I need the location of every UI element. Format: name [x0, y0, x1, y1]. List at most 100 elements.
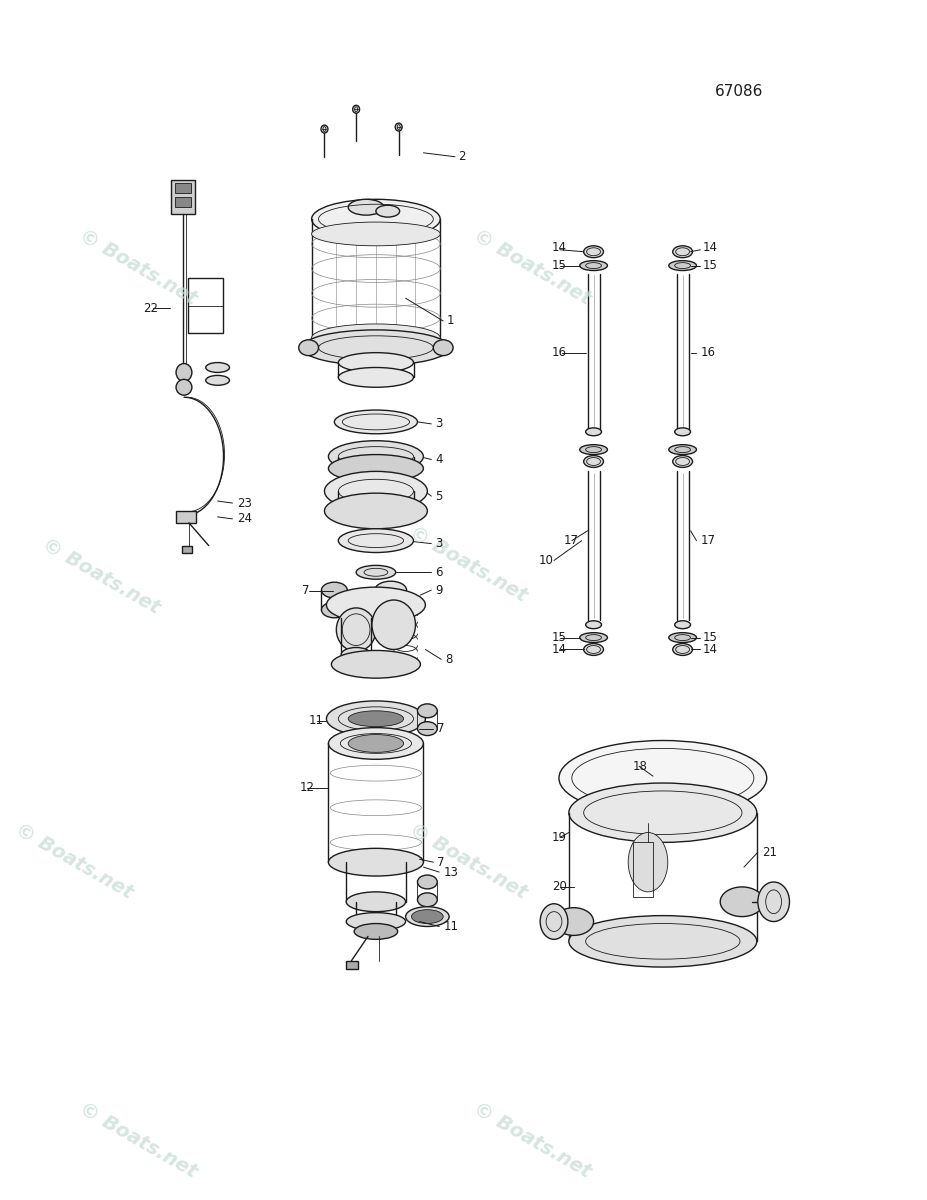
Ellipse shape: [559, 740, 767, 816]
Text: © Boats.net: © Boats.net: [76, 227, 200, 308]
Ellipse shape: [586, 620, 602, 629]
Text: 14: 14: [703, 241, 717, 254]
Ellipse shape: [584, 246, 603, 258]
Text: 7: 7: [301, 583, 310, 596]
Text: 1: 1: [447, 314, 454, 328]
Text: 22: 22: [144, 301, 159, 314]
Ellipse shape: [376, 205, 400, 217]
Ellipse shape: [406, 907, 449, 926]
Ellipse shape: [338, 367, 413, 388]
Ellipse shape: [673, 643, 692, 655]
Ellipse shape: [349, 710, 403, 727]
Ellipse shape: [412, 910, 443, 924]
Ellipse shape: [757, 882, 790, 922]
Text: © Boats.net: © Boats.net: [40, 535, 164, 618]
Ellipse shape: [579, 632, 607, 642]
Text: 15: 15: [552, 259, 567, 272]
Ellipse shape: [176, 379, 192, 395]
Ellipse shape: [354, 924, 398, 940]
Text: 17: 17: [564, 534, 578, 547]
Text: 19: 19: [552, 830, 567, 844]
Ellipse shape: [433, 340, 453, 355]
Ellipse shape: [346, 892, 406, 912]
Ellipse shape: [324, 472, 427, 511]
Text: 15: 15: [703, 259, 717, 272]
Ellipse shape: [346, 913, 406, 930]
Text: © Boats.net: © Boats.net: [471, 1099, 595, 1182]
Ellipse shape: [311, 324, 440, 352]
Text: 17: 17: [701, 534, 716, 547]
Ellipse shape: [356, 565, 396, 580]
Text: 12: 12: [299, 781, 315, 794]
Ellipse shape: [338, 529, 413, 552]
Text: 15: 15: [552, 631, 567, 644]
Ellipse shape: [375, 593, 407, 611]
Ellipse shape: [395, 124, 402, 131]
Ellipse shape: [337, 608, 376, 652]
Ellipse shape: [321, 125, 328, 133]
Ellipse shape: [338, 353, 413, 372]
Ellipse shape: [377, 606, 404, 622]
Text: 2: 2: [458, 150, 465, 163]
Text: 23: 23: [237, 497, 252, 510]
Ellipse shape: [417, 704, 438, 718]
Ellipse shape: [352, 106, 360, 113]
Ellipse shape: [668, 445, 696, 455]
Ellipse shape: [322, 602, 348, 618]
Text: 14: 14: [552, 241, 567, 254]
Ellipse shape: [673, 456, 692, 468]
Ellipse shape: [331, 650, 421, 678]
Bar: [346, 961, 358, 970]
Ellipse shape: [629, 833, 667, 892]
Bar: [175, 197, 191, 208]
Ellipse shape: [668, 260, 696, 270]
Ellipse shape: [335, 410, 417, 433]
Text: © Boats.net: © Boats.net: [471, 227, 595, 308]
Ellipse shape: [720, 887, 764, 917]
Text: 7: 7: [438, 856, 445, 869]
Ellipse shape: [176, 364, 192, 382]
Ellipse shape: [675, 428, 691, 436]
Ellipse shape: [298, 340, 319, 355]
Ellipse shape: [326, 587, 425, 623]
Text: 10: 10: [540, 554, 554, 566]
Ellipse shape: [206, 362, 230, 372]
Ellipse shape: [349, 734, 403, 752]
Bar: [182, 546, 192, 553]
Text: 14: 14: [552, 643, 567, 656]
Ellipse shape: [675, 620, 691, 629]
Text: © Boats.net: © Boats.net: [406, 820, 530, 902]
Text: 13: 13: [443, 865, 458, 878]
Text: 20: 20: [552, 881, 567, 894]
Text: 3: 3: [436, 538, 443, 550]
Text: 24: 24: [237, 512, 252, 526]
Ellipse shape: [417, 721, 438, 736]
Ellipse shape: [311, 222, 440, 246]
Ellipse shape: [584, 456, 603, 468]
Text: 5: 5: [436, 490, 443, 503]
Ellipse shape: [569, 784, 756, 842]
Ellipse shape: [324, 493, 427, 529]
Bar: [176, 511, 196, 523]
Ellipse shape: [668, 632, 696, 642]
Ellipse shape: [554, 907, 593, 936]
Ellipse shape: [301, 330, 451, 366]
Ellipse shape: [349, 199, 384, 215]
Text: 11: 11: [309, 714, 324, 727]
Ellipse shape: [328, 727, 424, 760]
Bar: [188, 278, 222, 332]
Text: 16: 16: [552, 346, 567, 359]
Text: 14: 14: [703, 643, 717, 656]
Ellipse shape: [311, 199, 440, 239]
Text: 3: 3: [436, 418, 443, 431]
Ellipse shape: [417, 893, 438, 907]
Ellipse shape: [322, 582, 348, 598]
Ellipse shape: [341, 648, 371, 661]
Ellipse shape: [579, 445, 607, 455]
Bar: [633, 842, 653, 896]
Text: © Boats.net: © Boats.net: [76, 1099, 200, 1182]
Ellipse shape: [586, 428, 602, 436]
Text: 8: 8: [445, 653, 452, 666]
Ellipse shape: [540, 904, 568, 940]
Text: 21: 21: [762, 846, 777, 859]
